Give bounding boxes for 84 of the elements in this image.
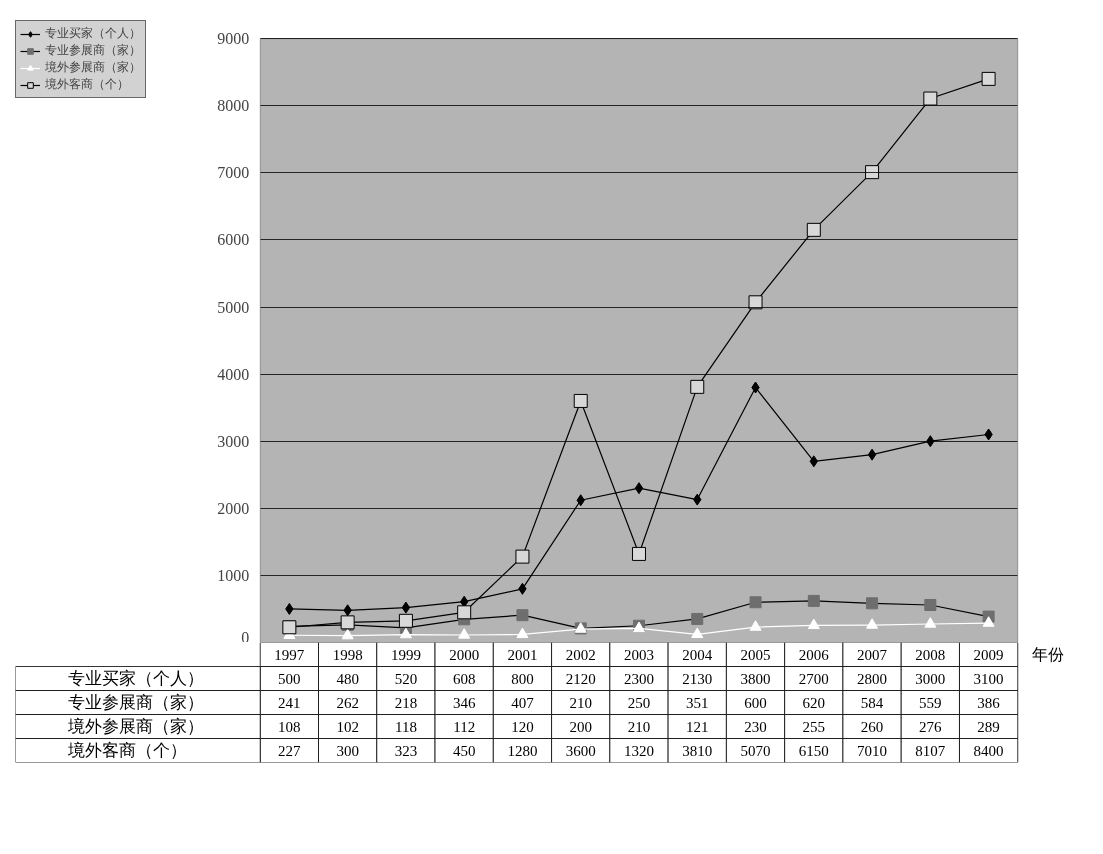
data-label: 608 [452,670,476,687]
y-tick-label: 6000 [217,231,250,249]
data-label: 5070 [740,742,771,759]
data-label: 121 [686,718,709,735]
data-label: 1320 [623,742,654,759]
y-tick-label: 4000 [217,365,250,383]
data-label: 1280 [507,742,538,759]
text: 专业买家（个人） [67,669,204,688]
x-tick-label: 1998 [332,646,363,663]
data-label: 480 [336,670,359,687]
data-label: 262 [336,694,359,711]
x-tick-label: 2007 [857,646,888,663]
data-label: 3000 [915,670,946,687]
data-label: 386 [977,694,1001,711]
data-label: 250 [627,694,651,711]
data-label: 218 [394,694,418,711]
data-label: 276 [919,718,943,735]
legend-label: 境外客商（个） [45,76,129,93]
data-label: 255 [802,718,826,735]
data-label: 3800 [740,670,771,687]
data-label: 102 [336,718,359,735]
data-label: 2700 [798,670,829,687]
data-label: 3100 [973,670,1004,687]
data-label: 6150 [798,742,829,759]
y-tick-label: 3000 [217,432,250,450]
data-label: 584 [860,694,884,711]
data-label: 8107 [915,742,946,759]
data-label: 2120 [565,670,596,687]
data-label: 600 [744,694,767,711]
x-tick-label: 2001 [507,646,538,663]
data-label: 230 [744,718,767,735]
x-tick-label: 1997 [274,646,305,663]
x-tick-label: 2000 [449,646,480,663]
y-tick-label: 1000 [217,566,250,584]
data-label: 3600 [565,742,596,759]
y-tick-label: 9000 [217,30,250,48]
data-label: 620 [802,694,826,711]
y-tick-label: 5000 [217,298,250,316]
text: 境外参展商（家） [67,717,204,736]
data-label: 2300 [623,670,654,687]
x-tick-label: 1999 [390,646,421,663]
data-label: 346 [452,694,476,711]
data-label: 2130 [682,670,713,687]
legend-label: 境外参展商（家） [45,59,141,76]
x-tick-label: 2009 [973,646,1004,663]
y-tick-label: 7000 [217,164,250,182]
data-label: 118 [394,718,417,735]
data-label: 520 [394,670,418,687]
data-label: 241 [278,694,301,711]
legend-label: 专业参展商（家） [45,42,141,59]
data-label: 120 [511,718,534,735]
y-tick-label: 0 [241,628,250,646]
data-label: 210 [569,694,592,711]
data-label: 300 [336,742,359,759]
data-label: 112 [453,718,476,735]
data-label: 3810 [682,742,713,759]
x-tick-label: 2002 [565,646,596,663]
x-tick-label: 2004 [682,646,713,663]
text: 专业参展商（家） [67,693,204,712]
x-tick-label: 2003 [623,646,654,663]
data-label: 227 [278,742,302,759]
x-axis-title: 年份 [1032,646,1065,663]
data-label: 108 [278,718,301,735]
text: 境外客商（个） [67,741,187,760]
data-label: 407 [511,694,535,711]
data-label: 260 [860,718,884,735]
data-label: 8400 [973,742,1004,759]
data-label: 2800 [857,670,888,687]
data-label: 323 [394,742,418,759]
data-label: 210 [627,718,651,735]
x-tick-label: 2006 [798,646,830,663]
legend-label: 专业买家（个人） [45,25,141,42]
x-tick-label: 2008 [915,646,946,663]
x-tick-label: 2005 [740,646,771,663]
data-label: 559 [919,694,942,711]
data-label: 800 [511,670,534,687]
data-label: 289 [977,718,1000,735]
data-label: 450 [452,742,476,759]
y-tick-label: 8000 [217,97,250,115]
y-tick-label: 2000 [217,499,250,517]
data-label: 351 [686,694,709,711]
data-label: 500 [278,670,301,687]
data-label: 7010 [857,742,888,759]
data-label: 200 [569,718,592,735]
